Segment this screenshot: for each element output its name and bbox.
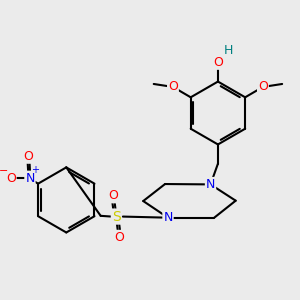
Text: N: N (206, 178, 215, 191)
Text: −: − (0, 167, 8, 176)
Text: O: O (6, 172, 16, 184)
Text: N: N (25, 172, 34, 184)
Text: O: O (258, 80, 268, 93)
Text: O: O (168, 80, 178, 93)
Text: O: O (108, 189, 118, 203)
Text: S: S (112, 210, 121, 224)
Text: N: N (163, 211, 173, 224)
Text: O: O (213, 56, 223, 69)
Text: O: O (114, 231, 124, 244)
Text: +: + (32, 165, 40, 175)
Text: O: O (23, 150, 33, 163)
Text: H: H (224, 44, 233, 57)
